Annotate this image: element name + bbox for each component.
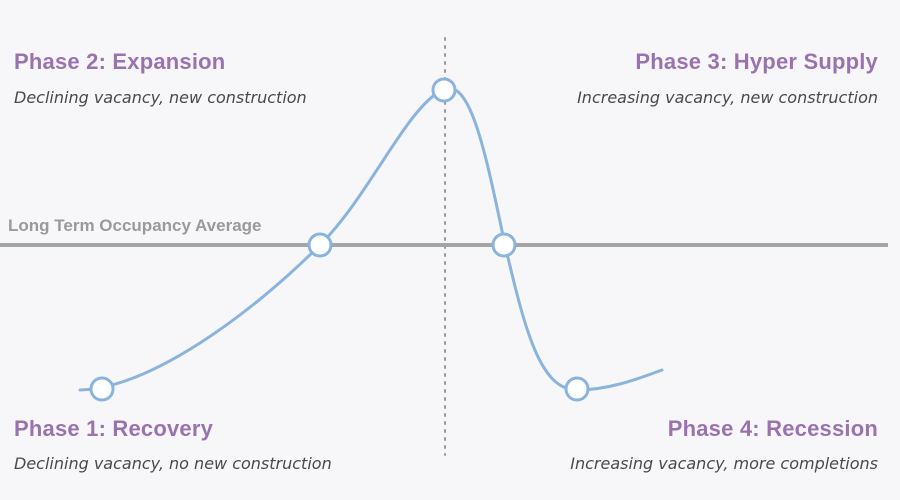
phase-1-title: Phase 1: Recovery [14, 416, 214, 441]
cycle-point-marker [564, 376, 590, 402]
cycle-point-marker [307, 232, 333, 258]
cycle-point-marker [491, 232, 517, 258]
phase-2-title: Phase 2: Expansion [14, 49, 226, 74]
phase-2-description: Declining vacancy, new construction [14, 88, 307, 107]
phase-4-title: Phase 4: Recession [667, 416, 878, 441]
cycle-point-marker [431, 77, 457, 103]
cycle-point-marker [89, 376, 115, 402]
phase-1-description: Declining vacancy, no new construction [14, 454, 332, 473]
phase-4-description: Increasing vacancy, more completions [570, 454, 878, 473]
occupancy-average-label: Long Term Occupancy Average [8, 216, 262, 235]
market-cycle-curve [78, 86, 664, 392]
phase-3-description: Increasing vacancy, new construction [577, 88, 878, 107]
phase-3-title: Phase 3: Hyper Supply [635, 49, 878, 74]
